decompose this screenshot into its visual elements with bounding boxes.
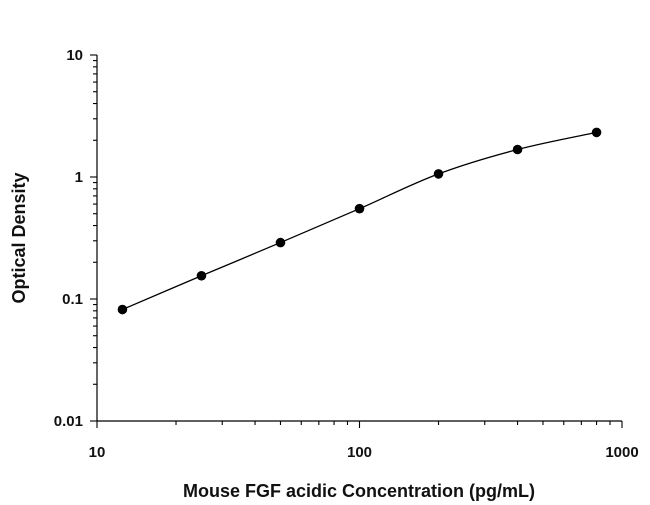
x-tick-label-100: 100 bbox=[347, 444, 372, 461]
y-tick-label-0.01: 0.01 bbox=[54, 413, 83, 430]
x-tick-label-1000: 1000 bbox=[605, 444, 638, 461]
data-point bbox=[591, 127, 602, 138]
data-point bbox=[354, 203, 365, 214]
y-tick-label-0.1: 0.1 bbox=[62, 291, 83, 308]
data-points bbox=[117, 127, 602, 315]
axes bbox=[90, 54, 623, 428]
y-ticks bbox=[90, 54, 97, 422]
y-tick-label-1: 1 bbox=[75, 169, 83, 186]
data-point bbox=[512, 144, 523, 155]
x-axis-title: Mouse FGF acidic Concentration (pg/mL) bbox=[183, 481, 535, 501]
data-point bbox=[275, 237, 286, 248]
x-ticks bbox=[96, 421, 623, 428]
x-tick-label-10: 10 bbox=[89, 444, 106, 461]
y-tick-label-10: 10 bbox=[66, 47, 83, 64]
fit-curve bbox=[122, 131, 597, 311]
data-point bbox=[117, 304, 128, 315]
data-point bbox=[196, 270, 207, 281]
y-axis-title: Optical Density bbox=[9, 172, 29, 303]
data-point bbox=[433, 169, 444, 179]
